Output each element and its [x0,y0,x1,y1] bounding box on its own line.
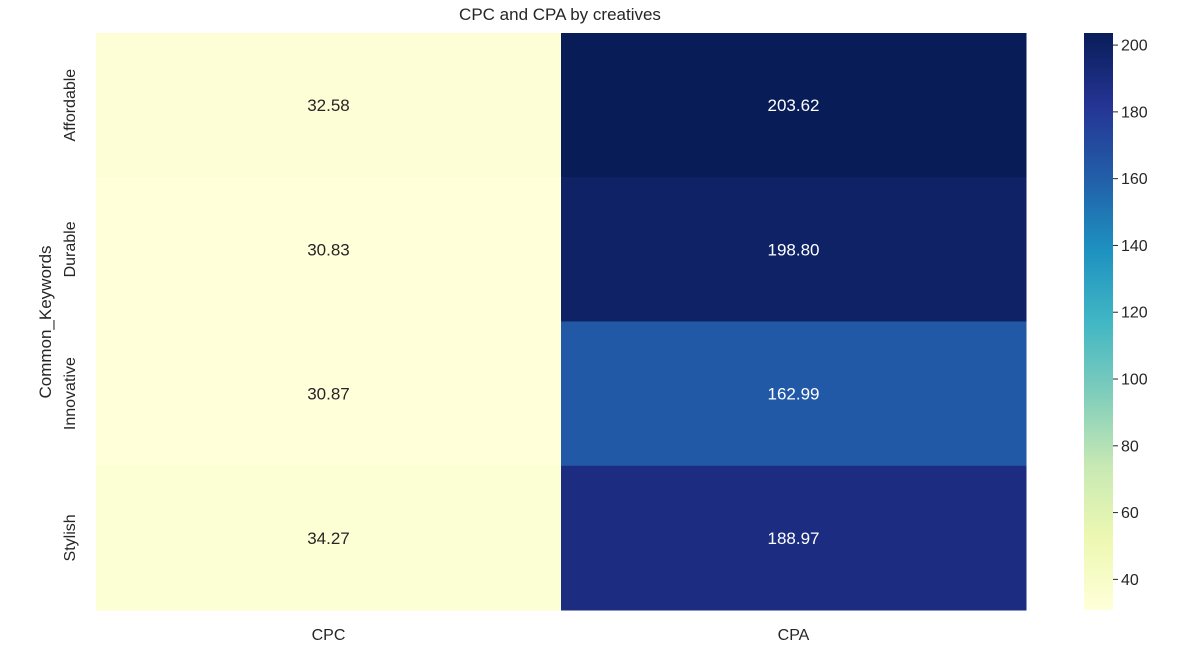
colorbar-tick-label-80: 80 [1121,438,1139,455]
colorbar-tick-label-120: 120 [1121,305,1148,322]
colorbar-tick-label-140: 140 [1121,238,1148,255]
cell-value-durable-cpc: 30.83 [307,240,350,259]
cell-value-innovative-cpa: 162.99 [768,385,820,404]
row-label-innovative: Innovative [62,357,79,430]
cell-value-affordable-cpc: 32.58 [307,96,350,115]
heatmap-cells [96,33,1027,611]
cell-stylish-cpc [96,465,562,611]
cell-value-stylish-cpc: 34.27 [307,529,350,548]
heatmap-cell-labels: 32.58 203.62 30.83 198.80 30.87 162.99 34.27 18… [307,96,819,548]
colorbar: 40 60 80 100 120 140 160 180 200 [1084,33,1148,610]
cell-durable-cpc [96,177,562,322]
colorbar-tick-label-100: 100 [1121,372,1148,389]
cell-stylish-cpa [561,465,1027,611]
column-label-cpc: CPC [312,627,346,644]
column-label-cpa: CPA [778,627,810,644]
cell-value-innovative-cpc: 30.87 [307,385,350,404]
row-label-durable: Durable [62,221,79,277]
colorbar-tick-label-160: 160 [1121,171,1148,188]
cell-value-affordable-cpa: 203.62 [768,96,820,115]
cell-innovative-cpa [561,321,1027,467]
cell-affordable-cpa [561,33,1027,178]
y-axis-label: Common_Keywords [36,245,55,398]
colorbar-gradient [1084,33,1113,610]
row-label-affordable: Affordable [62,69,79,142]
row-tick-labels: Affordable Durable Innovative Stylish [62,69,79,562]
colorbar-tick-label-200: 200 [1121,38,1148,55]
colorbar-tick-label-40: 40 [1121,572,1139,589]
column-tick-labels: CPC CPA [312,627,810,644]
cell-value-durable-cpa: 198.80 [768,240,820,259]
cell-value-stylish-cpa: 188.97 [768,529,820,548]
colorbar-tick-label-180: 180 [1121,104,1148,121]
cell-affordable-cpc [96,33,562,178]
chart-title: CPC and CPA by creatives [459,5,661,24]
colorbar-tick-label-60: 60 [1121,505,1139,522]
cell-durable-cpa [561,177,1027,322]
row-label-stylish: Stylish [62,514,79,561]
cell-innovative-cpc [96,321,562,467]
